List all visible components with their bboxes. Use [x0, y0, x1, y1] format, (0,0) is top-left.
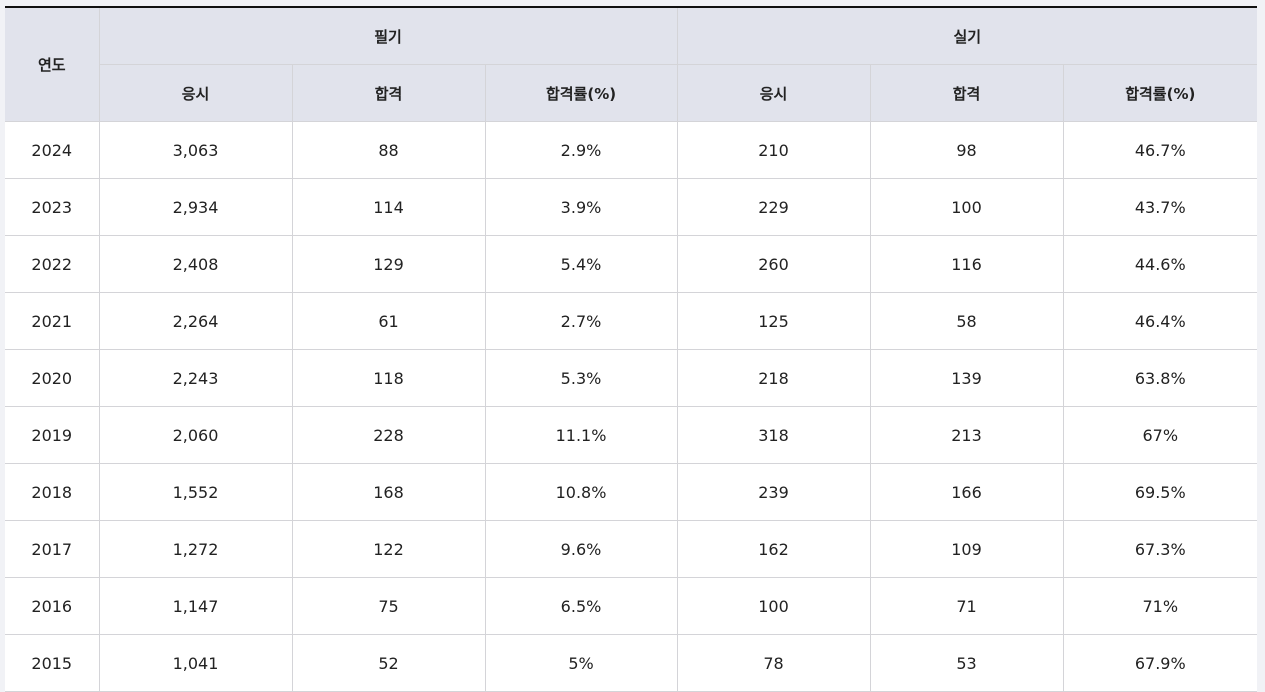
cell-practical-passed: 53 — [869, 634, 1064, 692]
cell-written-pass-rate: 5% — [484, 634, 678, 692]
cell-year: 2024 — [5, 121, 100, 179]
cell-written-applicants: 3,063 — [98, 121, 293, 179]
header-year: 연도 — [5, 8, 100, 122]
cell-written-pass-rate: 11.1% — [484, 406, 678, 464]
table-row: 2022 2,408 129 5.4% 260 116 44.6% — [5, 235, 1258, 293]
cell-practical-applicants: 162 — [676, 520, 871, 578]
cell-written-applicants: 2,264 — [98, 292, 293, 350]
cell-practical-pass-rate: 67.3% — [1062, 520, 1258, 578]
cell-written-passed: 118 — [291, 349, 486, 407]
cell-practical-passed: 213 — [869, 406, 1064, 464]
cell-practical-applicants: 318 — [676, 406, 871, 464]
table-row: 2024 3,063 88 2.9% 210 98 46.7% — [5, 121, 1258, 179]
cell-practical-applicants: 78 — [676, 634, 871, 692]
cell-written-applicants: 2,243 — [98, 349, 293, 407]
cell-practical-applicants: 229 — [676, 178, 871, 236]
cell-year: 2021 — [5, 292, 100, 350]
table-row: 2021 2,264 61 2.7% 125 58 46.4% — [5, 292, 1258, 350]
cell-practical-pass-rate: 46.4% — [1062, 292, 1258, 350]
cell-year: 2022 — [5, 235, 100, 293]
cell-practical-passed: 166 — [869, 463, 1064, 521]
table-row: 2019 2,060 228 11.1% 318 213 67% — [5, 406, 1258, 464]
table-row: 2015 1,041 52 5% 78 53 67.9% — [5, 634, 1258, 692]
cell-practical-passed: 109 — [869, 520, 1064, 578]
table-row: 2018 1,552 168 10.8% 239 166 69.5% — [5, 463, 1258, 521]
cell-year: 2019 — [5, 406, 100, 464]
cell-practical-pass-rate: 67% — [1062, 406, 1258, 464]
cell-practical-pass-rate: 67.9% — [1062, 634, 1258, 692]
header-passed: 합격 — [869, 64, 1064, 122]
cell-written-applicants: 1,147 — [98, 577, 293, 635]
cell-written-passed: 52 — [291, 634, 486, 692]
header-applicants: 응시 — [99, 64, 293, 122]
cell-written-passed: 122 — [291, 520, 486, 578]
cell-written-passed: 168 — [291, 463, 486, 521]
cell-practical-pass-rate: 46.7% — [1062, 121, 1258, 179]
cell-practical-applicants: 239 — [676, 463, 871, 521]
cell-practical-pass-rate: 44.6% — [1062, 235, 1258, 293]
header-row-sub: 응시 합격 합격률(%) 응시 합격 합격률(%) — [5, 64, 1258, 122]
cell-year: 2023 — [5, 178, 100, 236]
cell-written-pass-rate: 2.9% — [484, 121, 678, 179]
cell-written-passed: 75 — [291, 577, 486, 635]
cell-written-passed: 61 — [291, 292, 486, 350]
cell-practical-pass-rate: 63.8% — [1062, 349, 1258, 407]
cell-written-pass-rate: 5.4% — [484, 235, 678, 293]
cell-practical-applicants: 100 — [676, 577, 871, 635]
cell-practical-pass-rate: 43.7% — [1062, 178, 1258, 236]
cell-practical-applicants: 210 — [676, 121, 871, 179]
cell-practical-passed: 71 — [869, 577, 1064, 635]
cell-practical-passed: 58 — [869, 292, 1064, 350]
header-group-written: 필기 — [98, 8, 678, 65]
cell-year: 2018 — [5, 463, 100, 521]
header-row-groups: 연도 필기 실기 — [5, 8, 1258, 122]
cell-practical-passed: 139 — [869, 349, 1064, 407]
cell-year: 2020 — [5, 349, 100, 407]
table-row: 2020 2,243 118 5.3% 218 139 63.8% — [5, 349, 1258, 407]
header-pass-rate: 합격률(%) — [484, 64, 678, 122]
cell-written-pass-rate: 9.6% — [484, 520, 678, 578]
table-row: 2017 1,272 122 9.6% 162 109 67.3% — [5, 520, 1258, 578]
cell-written-applicants: 2,060 — [98, 406, 293, 464]
table-row: 2016 1,147 75 6.5% 100 71 71% — [5, 577, 1258, 635]
cell-written-applicants: 2,408 — [98, 235, 293, 293]
header-applicants: 응시 — [676, 64, 871, 122]
cell-written-applicants: 1,272 — [98, 520, 293, 578]
cell-practical-applicants: 125 — [676, 292, 871, 350]
cell-written-passed: 129 — [291, 235, 486, 293]
cell-written-passed: 228 — [291, 406, 486, 464]
header-pass-rate: 합격률(%) — [1062, 64, 1258, 122]
cell-practical-applicants: 218 — [676, 349, 871, 407]
cell-practical-pass-rate: 71% — [1062, 577, 1258, 635]
cell-practical-passed: 116 — [869, 235, 1064, 293]
cell-written-pass-rate: 6.5% — [484, 577, 678, 635]
cell-written-applicants: 1,552 — [98, 463, 293, 521]
table-row: 2023 2,934 114 3.9% 229 100 43.7% — [5, 178, 1258, 236]
header-passed: 합격 — [291, 64, 486, 122]
cell-practical-applicants: 260 — [676, 235, 871, 293]
cell-written-pass-rate: 10.8% — [484, 463, 678, 521]
header-group-practical: 실기 — [676, 8, 1258, 65]
cell-written-applicants: 1,041 — [98, 634, 293, 692]
pass-rate-table-container: 연도 필기 실기 응시 합격 합격률(%) 응시 합격 합격률(%) 2024 3… — [5, 6, 1258, 692]
cell-written-applicants: 2,934 — [98, 178, 293, 236]
cell-year: 2016 — [5, 577, 100, 635]
cell-practical-pass-rate: 69.5% — [1062, 463, 1258, 521]
cell-written-pass-rate: 2.7% — [484, 292, 678, 350]
cell-practical-passed: 100 — [869, 178, 1064, 236]
pass-rate-table: 연도 필기 실기 응시 합격 합격률(%) 응시 합격 합격률(%) 2024 3… — [5, 8, 1258, 692]
cell-practical-passed: 98 — [869, 121, 1064, 179]
cell-written-passed: 88 — [291, 121, 486, 179]
cell-written-passed: 114 — [291, 178, 486, 236]
cell-written-pass-rate: 3.9% — [484, 178, 678, 236]
cell-written-pass-rate: 5.3% — [484, 349, 678, 407]
cell-year: 2017 — [5, 520, 100, 578]
cell-year: 2015 — [5, 634, 100, 692]
